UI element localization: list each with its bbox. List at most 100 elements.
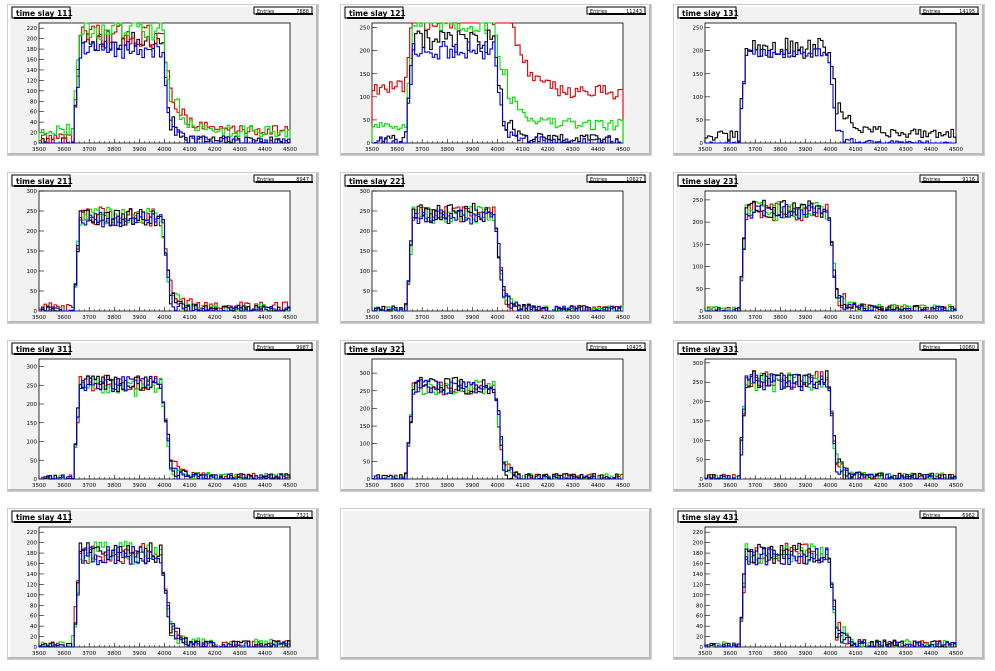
y-tick-label: 0: [700, 645, 704, 651]
x-tick-label: 3900: [465, 483, 479, 489]
x-tick-label: 3900: [798, 483, 812, 489]
y-tick-label: 120: [693, 582, 704, 588]
x-tick-label: 3900: [798, 315, 812, 321]
y-tick-label: 100: [693, 265, 704, 271]
empty-pad: [340, 508, 652, 660]
histogram-svg: time slay 121 Entries 11243 3500 3600 3700 380…: [344, 6, 646, 153]
y-tick-label: 250: [27, 209, 38, 215]
x-tick-label: 3700: [748, 483, 762, 489]
stats-box-shadow: [256, 13, 313, 15]
x-tick-label: 3600: [57, 315, 71, 321]
y-tick-label: 0: [367, 309, 371, 315]
x-tick-label: 3500: [365, 315, 379, 321]
x-tick-label: 4300: [899, 147, 913, 153]
x-tick-label: 3900: [798, 651, 812, 657]
x-tick-label: 4000: [158, 315, 172, 321]
x-tick-label: 4000: [491, 483, 505, 489]
x-tick-label: 3600: [57, 147, 71, 153]
x-tick-label: 4300: [233, 483, 247, 489]
x-tick-label: 4500: [283, 483, 297, 489]
x-tick-label: 4500: [283, 651, 297, 657]
stats-box-shadow: [922, 349, 979, 351]
x-tick-label: 4400: [258, 315, 272, 321]
y-tick-label: 160: [27, 58, 38, 64]
x-tick-label: 4300: [899, 651, 913, 657]
x-tick-label: 4400: [924, 315, 938, 321]
x-tick-label: 3700: [82, 315, 96, 321]
y-tick-label: 100: [693, 438, 704, 444]
y-tick-label: 250: [27, 383, 38, 389]
y-tick-label: 300: [360, 371, 371, 377]
y-tick-label: 50: [363, 289, 370, 295]
x-tick-label: 4400: [591, 315, 605, 321]
stats-entries-value: 7888: [296, 9, 309, 15]
y-tick-label: 150: [27, 249, 38, 255]
histogram-title: time slay 121: [349, 9, 406, 18]
x-tick-label: 3800: [773, 147, 787, 153]
x-tick-label: 3800: [773, 483, 787, 489]
y-tick-label: 200: [693, 220, 704, 226]
y-tick-label: 300: [360, 189, 371, 195]
series-blue: [705, 48, 956, 144]
stats-label: Entries: [257, 9, 275, 15]
x-tick-label: 3500: [698, 147, 712, 153]
stats-box-shadow: [922, 181, 979, 183]
x-tick-label: 3600: [390, 147, 404, 153]
y-tick-label: 140: [27, 572, 38, 578]
x-tick-label: 3600: [723, 483, 737, 489]
x-tick-label: 4200: [874, 483, 888, 489]
x-tick-label: 3800: [440, 483, 454, 489]
y-tick-label: 0: [700, 477, 704, 483]
x-tick-label: 3900: [132, 651, 146, 657]
histogram-svg: time slay 431 Entries 6962 3500 3600 3700 3800…: [677, 510, 979, 657]
y-tick-label: 150: [693, 72, 704, 78]
y-tick-label: 80: [30, 603, 37, 609]
x-tick-label: 4100: [849, 483, 863, 489]
x-tick-label: 3600: [723, 651, 737, 657]
histogram-title: time slay 231: [682, 177, 739, 186]
y-tick-label: 100: [693, 593, 704, 599]
y-tick-label: 250: [693, 26, 704, 32]
y-tick-label: 100: [27, 440, 38, 446]
x-tick-label: 3500: [32, 147, 46, 153]
x-tick-label: 4500: [949, 483, 963, 489]
histogram-svg: time slay 111 Entries 7888 3500 3600 3700 3800…: [11, 6, 313, 153]
y-tick-label: 100: [360, 95, 371, 101]
x-tick-label: 4500: [616, 483, 630, 489]
histogram-title: time slay 211: [16, 177, 73, 186]
y-tick-label: 150: [27, 421, 38, 427]
x-tick-label: 3600: [723, 147, 737, 153]
histogram-pad: time slay 311 Entries 9987 3500 3600 3700 3800…: [7, 340, 319, 492]
x-tick-label: 4300: [233, 315, 247, 321]
y-tick-label: 140: [27, 68, 38, 74]
y-tick-label: 50: [363, 459, 370, 465]
y-tick-label: 50: [363, 118, 370, 124]
series-blue: [39, 211, 291, 312]
histogram-title: time slay 321: [349, 345, 406, 354]
x-tick-label: 3700: [748, 651, 762, 657]
y-tick-label: 200: [27, 402, 38, 408]
x-tick-label: 4000: [158, 651, 172, 657]
x-tick-label: 4000: [491, 315, 505, 321]
x-tick-label: 4200: [208, 147, 222, 153]
y-tick-label: 250: [360, 209, 371, 215]
stats-entries-value: 6962: [962, 513, 975, 519]
x-tick-label: 3900: [798, 147, 812, 153]
y-tick-label: 220: [27, 530, 38, 536]
y-tick-label: 200: [360, 406, 371, 412]
y-tick-label: 0: [700, 141, 704, 147]
x-tick-label: 4100: [516, 315, 530, 321]
x-tick-label: 3500: [365, 483, 379, 489]
y-tick-label: 200: [27, 37, 38, 43]
y-tick-label: 250: [360, 26, 371, 32]
y-tick-label: 50: [696, 287, 703, 293]
x-tick-label: 3500: [32, 651, 46, 657]
y-tick-label: 120: [27, 78, 38, 84]
y-tick-label: 250: [693, 380, 704, 386]
x-tick-label: 4400: [924, 651, 938, 657]
title-box-shadow: [347, 353, 404, 355]
x-tick-label: 3800: [773, 651, 787, 657]
x-tick-label: 4100: [516, 147, 530, 153]
x-tick-label: 4500: [616, 147, 630, 153]
x-tick-label: 4200: [874, 651, 888, 657]
